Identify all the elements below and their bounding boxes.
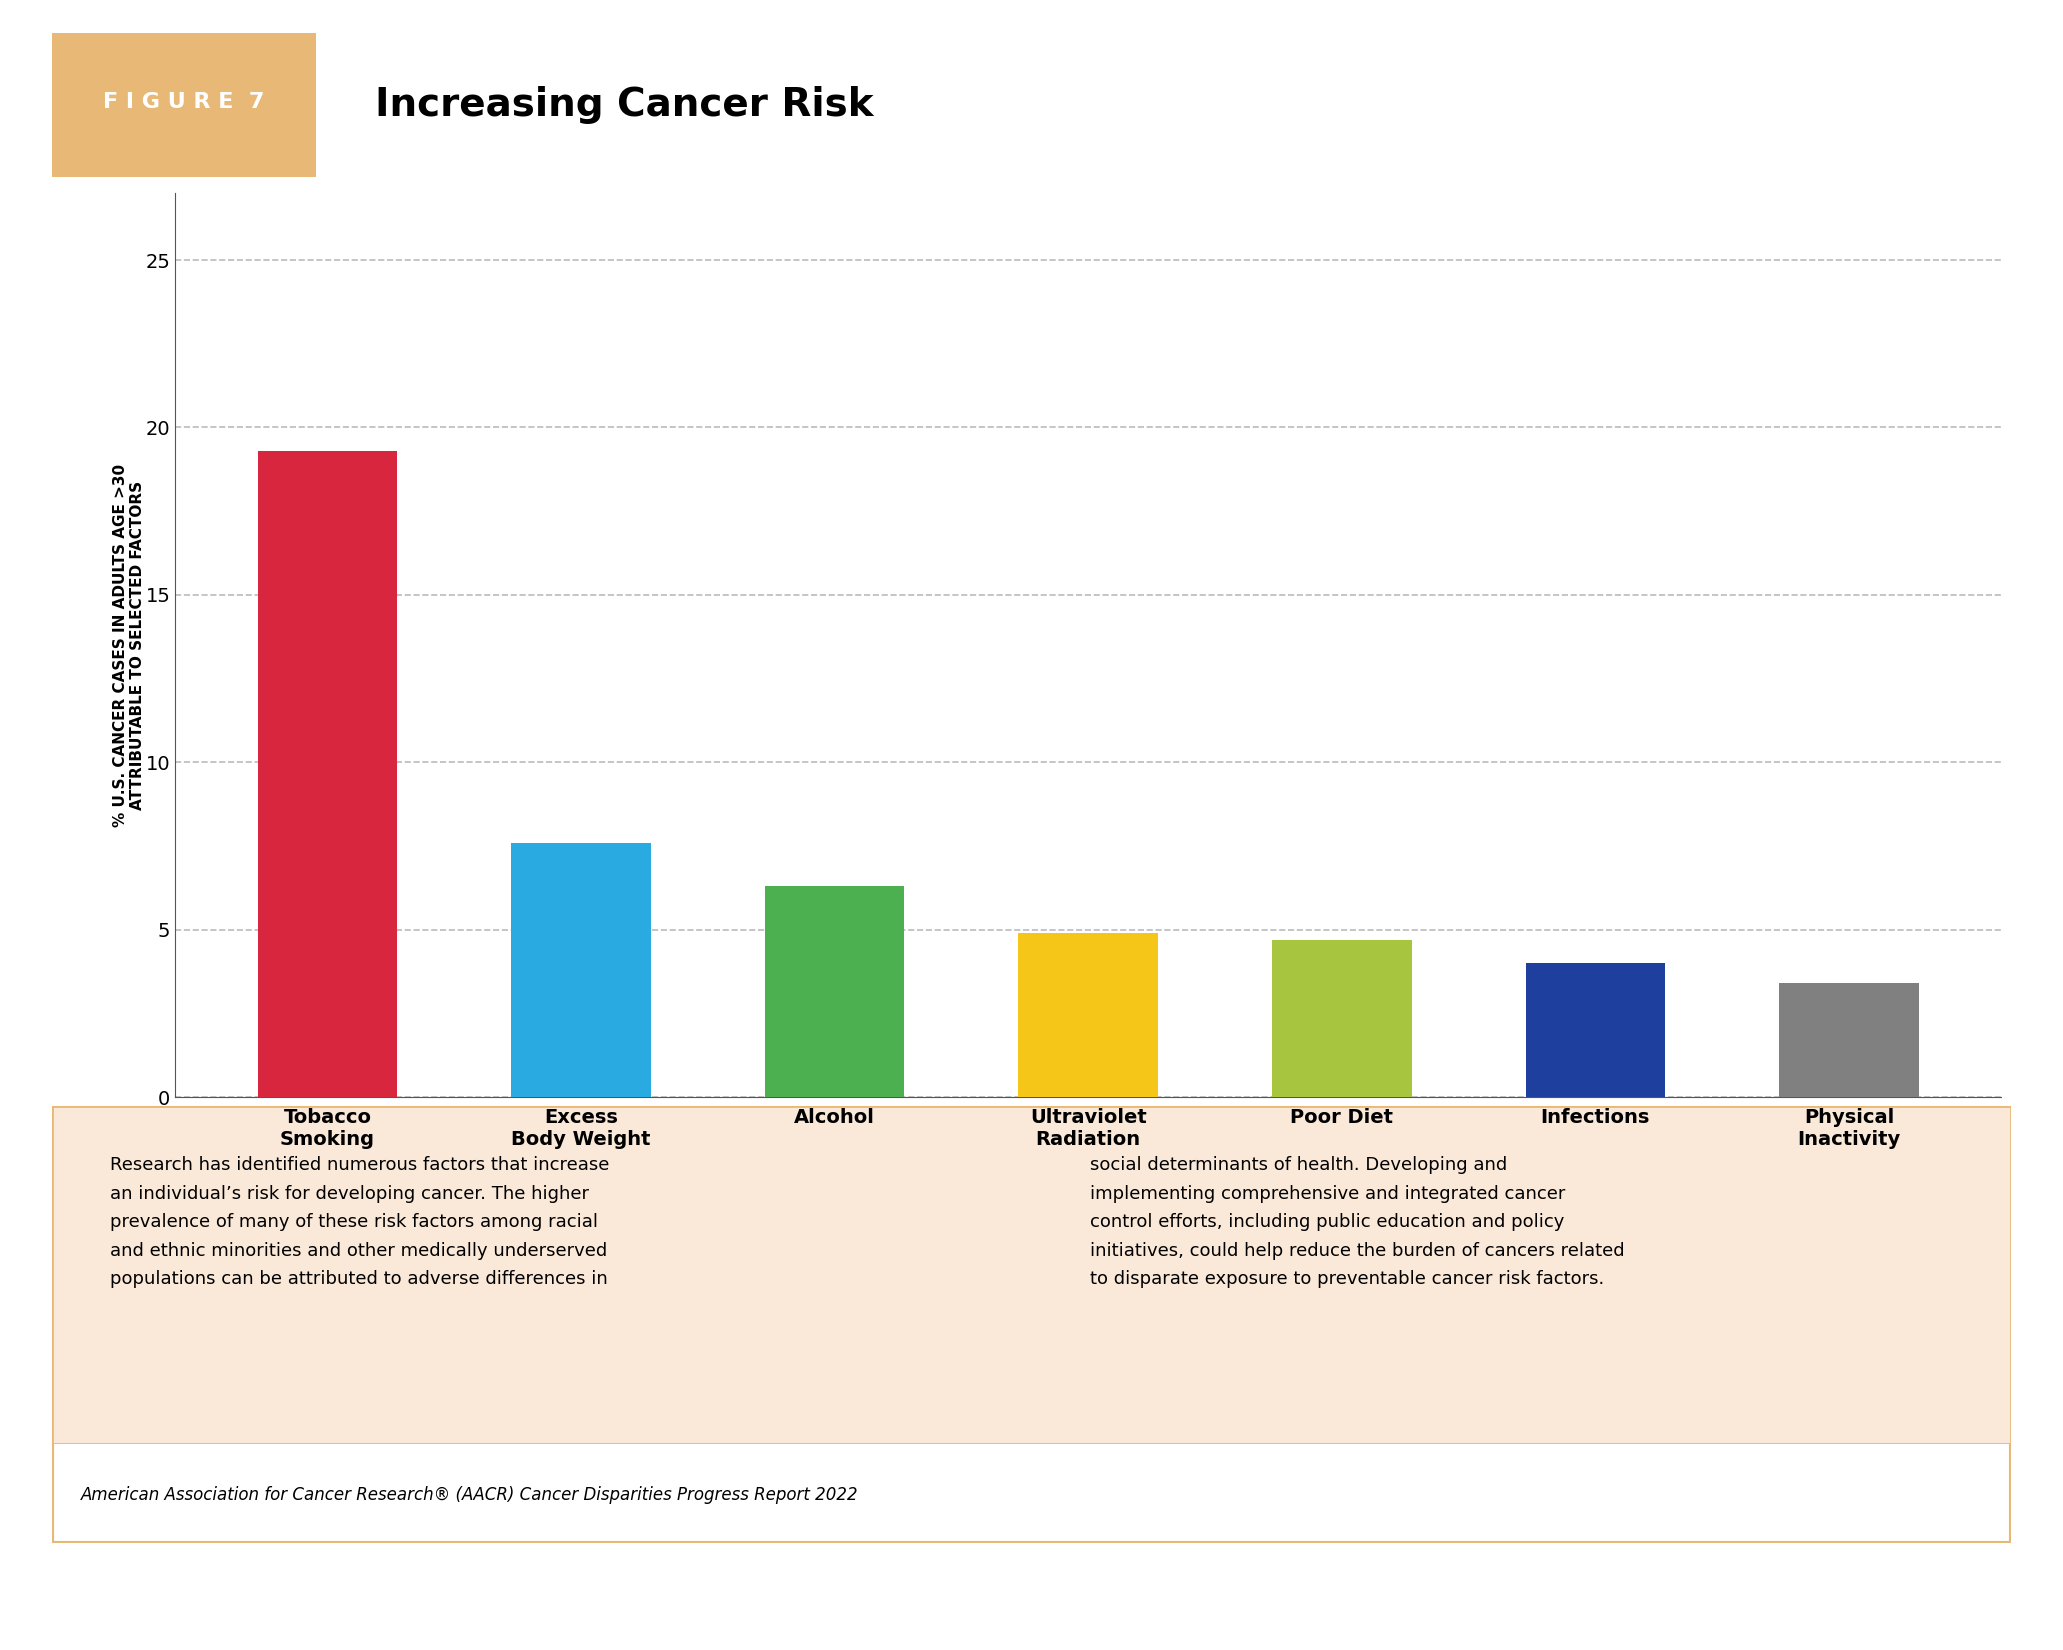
Bar	[1778, 983, 1919, 1097]
Text: American Association for Cancer Research® (AACR) Cancer Disparities Progress Rep: American Association for Cancer Research…	[80, 1487, 858, 1503]
FancyBboxPatch shape	[52, 33, 2011, 177]
Bar	[258, 450, 398, 1097]
Text: Increasing Cancer Risk: Increasing Cancer Risk	[375, 86, 875, 124]
Bar	[1527, 964, 1665, 1097]
Bar	[512, 843, 650, 1097]
Bar	[1273, 940, 1411, 1097]
Text: social determinants of health. Developing and
implementing comprehensive and int: social determinants of health. Developin…	[1089, 1157, 1626, 1289]
Text: F I G U R E  7: F I G U R E 7	[103, 92, 264, 112]
FancyBboxPatch shape	[52, 177, 2011, 1106]
FancyBboxPatch shape	[316, 33, 2011, 177]
Bar	[765, 886, 904, 1097]
Text: Research has identified numerous factors that increase
an individual’s risk for : Research has identified numerous factors…	[111, 1157, 611, 1289]
FancyBboxPatch shape	[52, 1106, 2011, 1444]
Y-axis label: % U.S. CANCER CASES IN ADULTS AGE >30
ATTRIBUTABLE TO SELECTED FACTORS: % U.S. CANCER CASES IN ADULTS AGE >30 AT…	[113, 464, 144, 827]
Bar	[1019, 934, 1157, 1097]
